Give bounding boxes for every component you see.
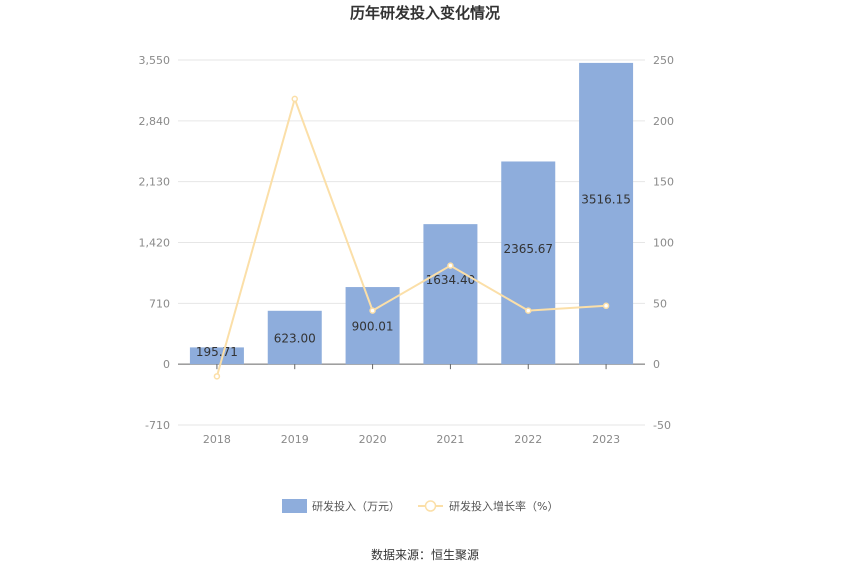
y-right-tick-label: 150 xyxy=(653,176,674,189)
bar xyxy=(579,62,634,365)
data-source: 数据来源：恒生聚源 xyxy=(371,547,479,562)
y-left-tick-label: 3,550 xyxy=(139,54,171,67)
bar-data-label: 900.01 xyxy=(352,320,394,334)
bar-data-label: 623.00 xyxy=(274,331,316,345)
bar-data-label: 1634.40 xyxy=(426,273,476,287)
grid-layer xyxy=(178,59,645,426)
bar xyxy=(423,224,478,365)
y-left-tick-label: 1,420 xyxy=(139,237,171,250)
growth-rate-point xyxy=(291,95,298,103)
y-right-tick-label: -50 xyxy=(653,419,671,432)
growth-rate-point xyxy=(447,262,454,269)
y-right-tick-label: 0 xyxy=(653,358,660,371)
legend-bar-swatch xyxy=(282,499,307,513)
x-tick-label: 2021 xyxy=(436,433,464,446)
y-left-tick-label: 2,840 xyxy=(139,115,171,128)
y-left-tick-label: 710 xyxy=(149,297,170,310)
y-left-tick-label: -710 xyxy=(145,419,170,432)
y-right-tick-label: 250 xyxy=(653,54,674,67)
x-tick-label: 2019 xyxy=(281,433,309,446)
bars-layer: 195.71 623.00 900.01 1634.40 2365.67 3516.15 xyxy=(189,62,634,365)
growth-rate-point xyxy=(369,307,376,314)
x-tick-label: 2020 xyxy=(359,433,387,446)
y-right-tick-label: 50 xyxy=(653,297,667,310)
bar-data-label: 2365.67 xyxy=(503,242,553,256)
legend-bar-label: 研发投入（万元） xyxy=(312,499,400,513)
y-right-tick-label: 100 xyxy=(653,237,674,250)
y-axis-right: -50 0 50 100 150 200 250 xyxy=(653,54,674,432)
line-layer xyxy=(213,95,610,380)
bar xyxy=(267,310,322,365)
y-left-tick-label: 2,130 xyxy=(139,176,171,189)
bar xyxy=(189,347,244,365)
y-left-tick-label: 0 xyxy=(163,358,170,371)
growth-rate-line xyxy=(215,95,607,377)
y-right-tick-label: 200 xyxy=(653,115,674,128)
y-axis-left: -710 0 710 1,420 2,130 2,840 3,550 xyxy=(139,54,171,432)
growth-rate-point xyxy=(602,302,610,310)
bar xyxy=(501,161,556,365)
x-tick-label: 2022 xyxy=(514,433,542,446)
bar-data-label: 195.71 xyxy=(196,345,238,359)
bar-data-label: 3516.15 xyxy=(581,193,631,207)
legend[interactable]: 研发投入（万元） 研发投入增长率（%） xyxy=(282,499,558,513)
x-tick-label: 2023 xyxy=(592,433,620,446)
x-axis: 2018 2019 2020 2021 2022 2023 xyxy=(203,364,620,446)
chart-title: 历年研发投入变化情况 xyxy=(350,4,500,22)
growth-rate-point xyxy=(525,307,532,314)
growth-rate-point xyxy=(213,373,221,380)
legend-line-marker xyxy=(424,500,437,512)
x-tick-label: 2018 xyxy=(203,433,231,446)
legend-line-label: 研发投入增长率（%） xyxy=(449,499,558,513)
